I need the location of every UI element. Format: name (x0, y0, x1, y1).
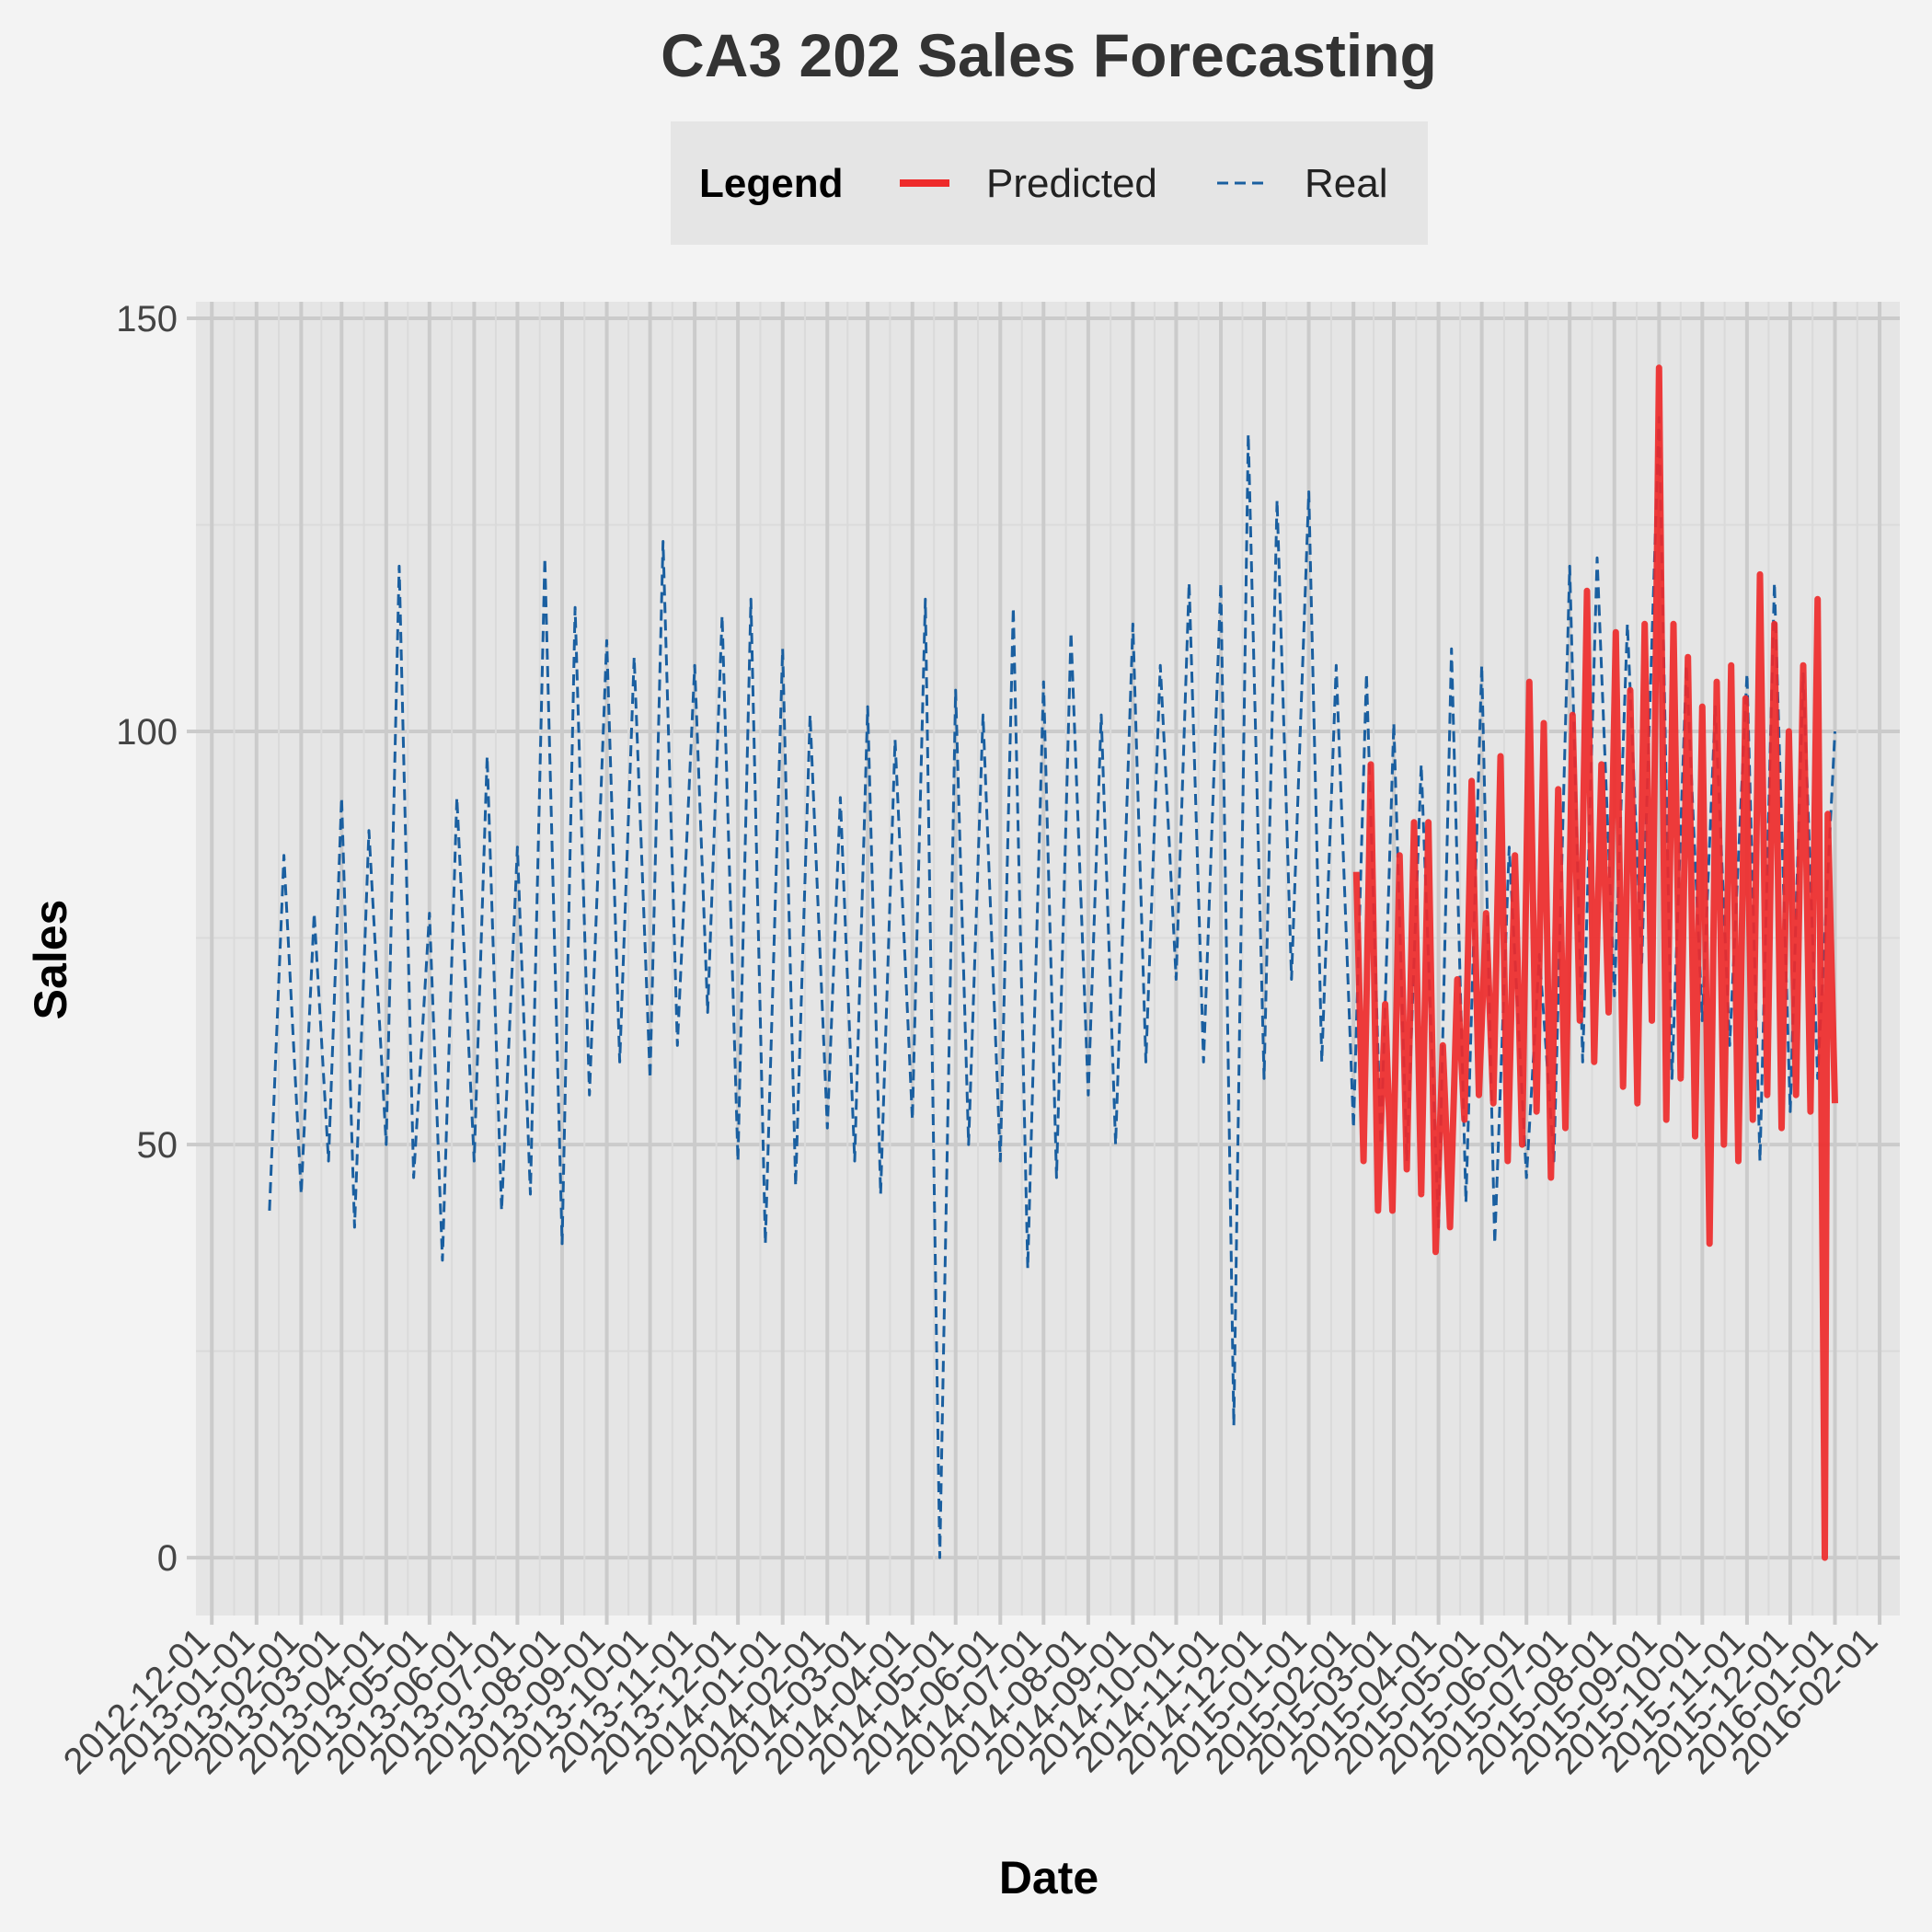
legend-label-predicted: Predicted (986, 161, 1157, 206)
legend-title: Legend (699, 161, 843, 206)
x-axis-title: Date (999, 1852, 1098, 1903)
series-line-predicted (1352, 364, 1838, 1561)
series-layer (268, 364, 1838, 1561)
chart-title: CA3 202 Sales Forecasting (661, 21, 1437, 89)
y-axis-title: Sales (25, 900, 76, 1020)
series-line-real (268, 416, 1836, 1559)
y-axis-ticks: 0 50 100 150 (116, 299, 196, 1579)
legend-label-real: Real (1305, 161, 1388, 206)
legend-box (671, 121, 1428, 245)
legend: Legend Predicted Real (671, 121, 1428, 245)
y-tick-label: 50 (137, 1125, 178, 1166)
x-axis-ticks: 2012-12-012013-01-012013-02-012013-03-01… (56, 1616, 1885, 1782)
y-tick-label: 100 (116, 712, 178, 753)
y-tick-label: 0 (157, 1538, 178, 1579)
y-tick-label: 150 (116, 299, 178, 339)
